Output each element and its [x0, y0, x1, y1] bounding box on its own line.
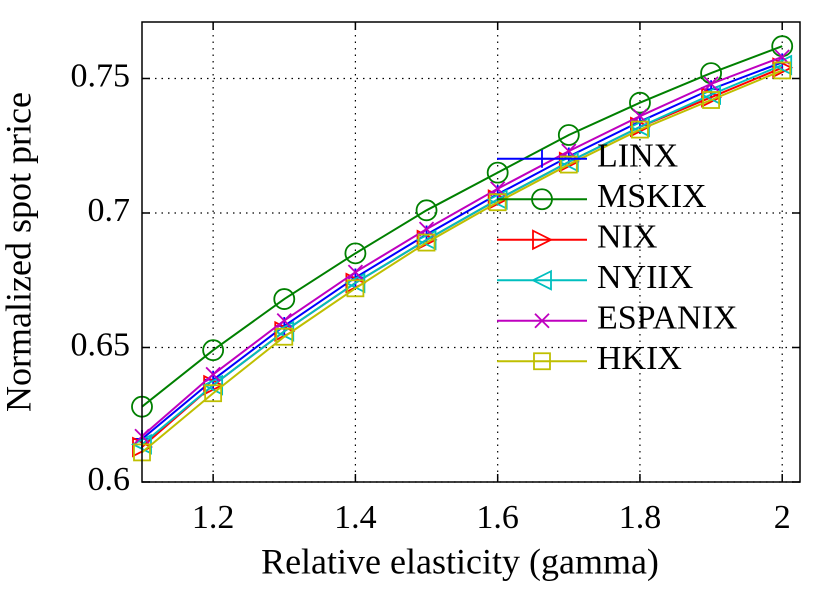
marker — [631, 120, 649, 139]
x-tick-label: 2 — [774, 499, 791, 536]
legend-marker — [533, 352, 551, 371]
marker — [204, 384, 223, 403]
legend-marker — [534, 313, 550, 329]
marker — [202, 339, 225, 362]
legend-label: NIX — [597, 219, 657, 256]
marker — [488, 193, 507, 212]
x-tick-label: 1.2 — [192, 499, 235, 536]
y-tick-label: 0.6 — [88, 461, 131, 498]
marker — [771, 54, 793, 76]
legend-label: ESPANIX — [597, 300, 737, 337]
legend-label: HKIX — [597, 340, 682, 377]
legend-marker — [530, 269, 552, 291]
series-line — [141, 69, 783, 454]
marker — [702, 91, 720, 109]
marker — [703, 76, 719, 92]
x-tick-label: 1.4 — [334, 499, 377, 536]
legend-label: LINX — [597, 138, 678, 175]
series-line — [141, 64, 783, 446]
y-tick-label: 0.7 — [88, 192, 131, 229]
series-line — [141, 56, 783, 438]
y-axis-label: Normalized spot price — [0, 92, 38, 412]
plot-frame — [141, 21, 801, 483]
marker — [559, 155, 578, 174]
y-tick-label: 0.65 — [71, 326, 131, 363]
marker — [205, 366, 221, 383]
marker — [773, 61, 792, 80]
x-tick-label: 1.8 — [619, 499, 662, 536]
legend-marker — [532, 229, 554, 251]
marker — [629, 91, 651, 114]
legend-label: MSKIX — [597, 178, 707, 215]
series-line — [141, 61, 783, 440]
legend-marker — [533, 149, 551, 168]
legend-marker — [531, 188, 553, 211]
x-tick-label: 1.6 — [476, 499, 519, 536]
y-tick-label: 0.75 — [71, 57, 131, 94]
marker — [273, 288, 296, 310]
marker — [415, 199, 438, 222]
marker — [346, 279, 365, 298]
marker — [557, 124, 580, 146]
marker — [486, 161, 509, 184]
marker — [417, 233, 436, 252]
marker — [347, 264, 364, 280]
marker — [344, 242, 367, 265]
marker — [276, 312, 292, 329]
marker — [275, 327, 294, 346]
series-line — [141, 45, 783, 408]
x-axis-label: Relative elasticity (gamma) — [261, 541, 659, 581]
legend-label: NYIIX — [597, 259, 693, 296]
